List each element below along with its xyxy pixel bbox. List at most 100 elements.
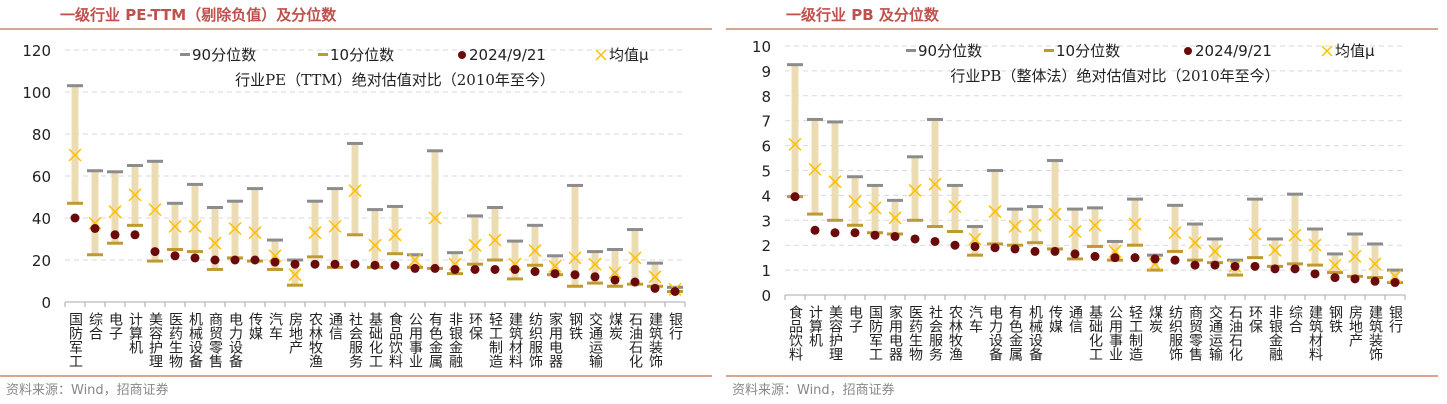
x-tick-label: 钢铁 <box>1327 305 1343 333</box>
x-tick-label: 钢铁 <box>567 312 583 340</box>
p90-marker <box>867 183 883 187</box>
x-tick-label: 非银金融 <box>1267 305 1283 361</box>
mean-marker <box>248 226 262 240</box>
range-bar <box>991 170 999 244</box>
p90-marker <box>1327 252 1343 256</box>
x-tick-label: 通信 <box>327 312 343 340</box>
p90-marker <box>1367 242 1383 246</box>
range-bar <box>1271 238 1279 267</box>
x-tick-label: 有色金属 <box>1007 305 1023 361</box>
current-marker <box>990 243 1000 253</box>
x-tick-label: 电力设备 <box>227 312 243 368</box>
x-tick-label: 环保 <box>467 312 483 340</box>
y-tick-label: 9 <box>761 63 771 81</box>
p90-marker <box>487 206 503 209</box>
range-bar <box>831 121 839 221</box>
range-bar <box>1091 207 1099 247</box>
y-tick-label: 3 <box>761 212 771 230</box>
p90-marker <box>87 169 103 173</box>
legend-mean: 均值μ <box>609 46 649 64</box>
p90-marker <box>607 248 623 251</box>
p90-marker <box>1027 205 1043 209</box>
legend-mean-marker <box>1321 45 1333 57</box>
range-bar <box>611 249 619 287</box>
chart-title: 一级行业 PE-TTM（剔除负值）及分位数 <box>60 6 337 24</box>
p90-marker <box>547 254 563 258</box>
mean-marker <box>1248 227 1262 241</box>
x-tick-label: 汽车 <box>967 305 983 333</box>
p90-marker <box>627 228 643 232</box>
mean-marker <box>428 211 442 225</box>
x-tick-label: 传媒 <box>247 312 263 340</box>
current-marker <box>130 230 140 240</box>
x-tick-label: 银行 <box>1387 305 1403 334</box>
p10-marker <box>827 218 843 222</box>
x-tick-label: 国防军工 <box>867 305 883 361</box>
range-bar <box>1051 160 1059 249</box>
p90-marker <box>1187 222 1203 226</box>
p90-marker <box>907 155 923 159</box>
current-marker <box>430 263 440 273</box>
legend-current-marker <box>1184 47 1192 55</box>
x-tick-label: 家用电器 <box>887 304 903 361</box>
range-bar <box>211 207 219 270</box>
current-marker <box>370 260 380 270</box>
p90-marker <box>1387 268 1403 272</box>
range-bar <box>1311 229 1319 266</box>
legend-current: 2024/9/21 <box>469 46 546 64</box>
p90-marker <box>1227 258 1243 262</box>
current-marker <box>970 241 980 251</box>
x-tick-label: 房地产 <box>1347 305 1363 348</box>
x-tick-label: 石油石化 <box>1227 305 1243 362</box>
chart-subtitle: 行业PE（TTM）绝对估值对比（2010年至今） <box>235 71 555 89</box>
current-marker <box>330 259 340 269</box>
current-marker <box>1050 246 1060 256</box>
y-tick-label: 8 <box>761 88 771 106</box>
current-marker <box>1390 278 1400 288</box>
x-tick-label: 公用事业 <box>1107 305 1123 361</box>
range-bar <box>1371 243 1379 278</box>
x-tick-label: 交通运输 <box>1207 304 1223 361</box>
pe-chart: 0 20 40 60 80 100 120 90分位数 10分位数 2024/9/21 均值μ 行业P… <box>22 42 686 369</box>
p90-marker <box>207 206 223 209</box>
p90-marker <box>887 198 903 202</box>
legend-p10-marker <box>318 53 328 56</box>
current-marker <box>1310 269 1320 279</box>
mean-marker <box>408 253 422 267</box>
x-tick-label: 社会服务 <box>927 305 943 361</box>
range-bar <box>791 64 799 197</box>
p90-marker <box>527 223 543 227</box>
y-tick-label: 40 <box>32 210 51 228</box>
mean-marker <box>1068 224 1082 239</box>
mean-marker <box>828 175 842 189</box>
x-tick-label: 建筑材料 <box>1307 305 1323 361</box>
x-tick-label: 纺织服饰 <box>527 312 543 368</box>
p10-marker <box>267 267 283 271</box>
mean-marker <box>1108 244 1122 258</box>
p10-marker <box>847 223 863 227</box>
x-tick-label: 商贸零售 <box>207 312 223 368</box>
x-tick-label: 计算机 <box>807 305 823 348</box>
x-tick-label: 机械设备 <box>187 312 203 368</box>
p10-marker <box>287 283 303 287</box>
current-marker <box>850 228 860 238</box>
p10-marker <box>487 258 503 262</box>
range-bar <box>71 85 79 204</box>
mean-marker <box>928 177 942 191</box>
x-tick-label: 电子 <box>107 312 123 340</box>
x-tick-label: 电力设备 <box>987 305 1003 361</box>
p90-marker <box>367 208 383 212</box>
x-tick-label: 农林牧渔 <box>947 305 963 361</box>
y-tick-label: 1 <box>761 262 771 280</box>
range-bar <box>531 225 539 266</box>
mean-marker <box>1288 228 1302 242</box>
p10-marker <box>527 263 543 267</box>
range-bar <box>91 170 99 255</box>
x-tick-label: 商贸零售 <box>1187 305 1203 361</box>
current-marker <box>810 225 820 235</box>
mean-marker <box>1388 269 1402 283</box>
p90-marker <box>227 199 243 203</box>
mean-marker <box>548 259 562 273</box>
p10-marker <box>1187 258 1203 262</box>
mean-marker <box>148 203 162 217</box>
